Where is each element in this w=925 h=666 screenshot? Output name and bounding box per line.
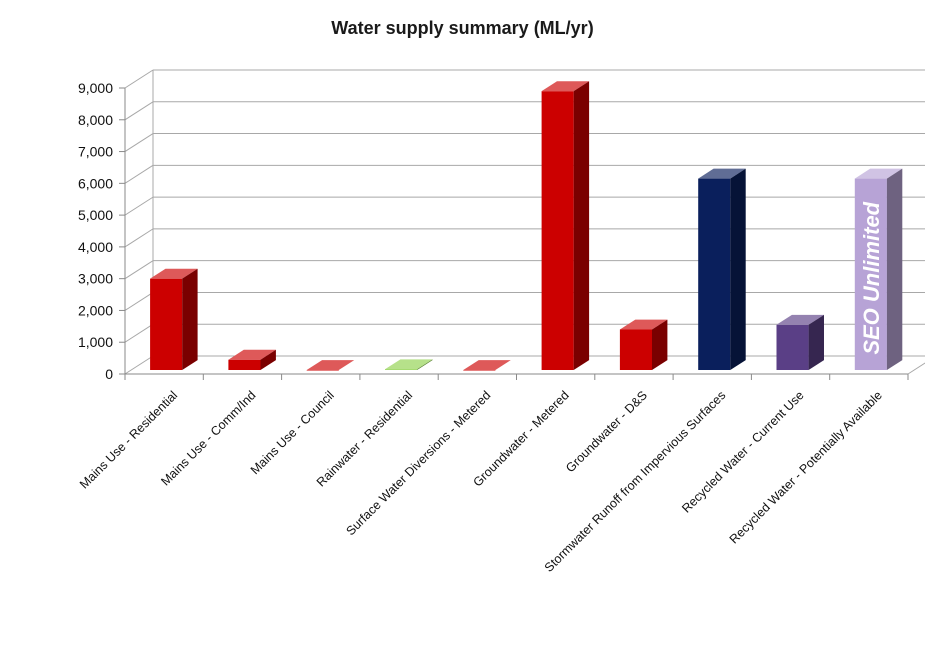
bar [776, 324, 809, 370]
bar-side [808, 314, 825, 370]
bar-annotation: SEO Unlimited [859, 201, 884, 354]
bar-top [228, 349, 276, 360]
gridline-side [124, 228, 154, 248]
x-tick-label: Recycled Water - Potentially Available [727, 388, 885, 546]
bar [619, 329, 653, 370]
gridline-side [124, 133, 154, 152]
y-tick-label: 6,000 [78, 175, 113, 191]
bar-side [182, 268, 198, 370]
y-tick-label: 1,000 [78, 334, 113, 350]
y-tick-label: 9,000 [78, 80, 113, 96]
bar-side [260, 349, 276, 370]
bar-side [652, 319, 668, 370]
y-tick-label: 4,000 [78, 239, 113, 255]
bar-top [384, 359, 433, 370]
bar-top [698, 168, 746, 179]
x-tick-label: Stormwater Runoff from Impervious Surfac… [542, 388, 729, 575]
gridline-side [124, 101, 154, 121]
chart-title: Water supply summary (ML/yr) [331, 18, 594, 38]
y-tick-label: 0 [105, 366, 113, 382]
gridline-side [124, 323, 154, 343]
gridline-side [124, 355, 154, 375]
bar-top [150, 268, 198, 279]
bar [541, 91, 574, 370]
bar-top [306, 360, 355, 370]
gridline-side [124, 260, 154, 280]
bar-side [730, 168, 746, 370]
bar-side [886, 168, 903, 370]
x-tick-label: Groundwater - D&S [563, 388, 650, 475]
bar [306, 370, 339, 371]
bar-top [854, 168, 903, 179]
y-tick-label: 5,000 [78, 207, 113, 223]
bar-top [541, 81, 590, 92]
bar [150, 278, 183, 370]
y-tick-label: 3,000 [78, 271, 113, 287]
x-tick-label: Surface Water Diversions - Metered [343, 388, 493, 538]
gridline-side [124, 196, 154, 216]
bar [384, 369, 418, 370]
bar [698, 178, 731, 370]
bar [228, 359, 261, 370]
gridline-side [124, 164, 154, 184]
y-tick-label: 8,000 [78, 112, 113, 128]
bar [854, 178, 887, 370]
floor-edge [907, 362, 925, 375]
bar [463, 370, 496, 371]
bar-top [619, 319, 668, 330]
x-tick-label: Mains Use - Council [248, 388, 337, 477]
bar-top [776, 314, 825, 325]
y-tick-label: 7,000 [78, 144, 113, 160]
gridline-side [124, 69, 154, 89]
bar-side [573, 81, 590, 371]
bar-side [417, 359, 433, 370]
bar-top [463, 360, 511, 370]
y-tick-label: 2,000 [78, 302, 113, 318]
gridline-side [124, 292, 154, 311]
